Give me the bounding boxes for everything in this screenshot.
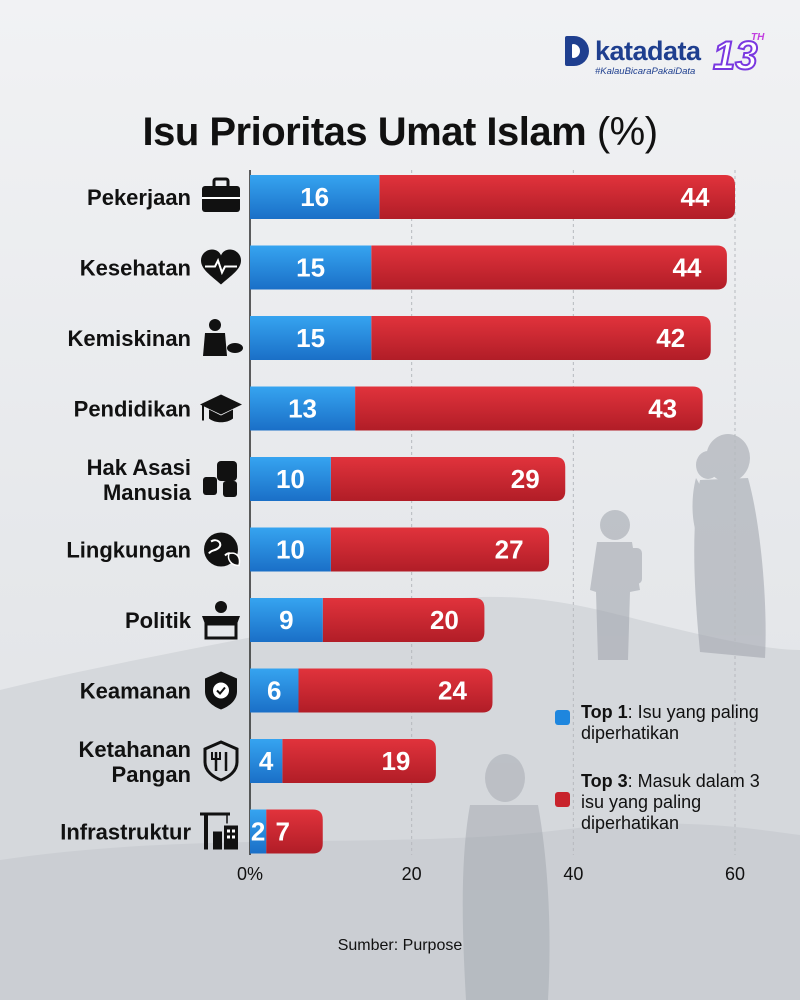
category-label: Pendidikan [74,397,191,422]
bar-top3 [371,245,727,290]
value-label-top1: 15 [296,323,325,353]
legend-text-top1: Top 1: Isu yang paling diperhatikan [581,702,781,744]
silhouette-boy-icon [590,510,642,660]
bar-top3 [282,739,436,783]
value-label-top1: 10 [276,464,305,494]
category-label: Kemiskinan [68,326,192,351]
x-tick-label: 40 [563,864,583,884]
podium-icon [202,601,240,640]
logo-wordmark: katadata [595,36,701,66]
value-label-top3: 7 [276,817,290,847]
value-label-top1: 10 [276,535,305,565]
food-shield-icon [203,740,239,782]
category-label: Infrastruktur [60,820,191,845]
background-hill-front [0,823,800,1000]
category-label: Lingkungan [66,538,191,563]
legend-key-top1: Top 1 [581,702,628,722]
bar-top1 [250,668,299,713]
value-label-top3: 43 [648,394,677,424]
heart-pulse-icon [201,249,241,285]
value-label-top1: 15 [296,253,325,283]
bar-top1 [250,175,380,219]
bar-top3 [298,668,493,713]
value-label-top3: 42 [656,323,685,353]
value-label-top3: 29 [511,464,540,494]
raised-fist-icon [203,461,237,497]
legend-swatch-top1 [555,710,570,725]
value-label-top1: 9 [279,605,293,635]
legend-desc-top1: : Isu yang paling diperhatikan [581,702,759,743]
category-label: Pekerjaan [87,185,191,210]
bar-top3 [266,809,323,854]
category-label: Hak Asasi Manusia [87,455,192,505]
bar-top1 [250,598,323,642]
value-label-top1: 2 [251,817,265,847]
value-label-top3: 19 [381,746,410,776]
x-tick-label: 0% [237,864,263,884]
legend-key-top3: Top 3 [581,771,628,791]
chart-title-text: Isu Prioritas Umat Islam [142,110,587,154]
category-label: Politik [125,608,192,633]
legend-text-top3: Top 3: Masuk dalam 3 isu yang paling dip… [581,771,781,834]
logo-hashtag: #KalauBicaraPakaiData [595,66,696,77]
value-label-top3: 44 [672,253,701,283]
construction-crane-icon [200,812,238,850]
legend-swatch-top3 [555,792,570,807]
bar-top3 [355,386,703,431]
graduation-cap-icon [200,394,242,423]
value-label-top1: 4 [259,746,274,776]
x-tick-label: 20 [402,864,422,884]
value-label-top3: 24 [438,676,467,706]
bar-top1 [250,457,331,501]
source-note: Sumber: Purpose [337,937,463,954]
silhouette-woman-icon [692,434,766,658]
briefcase-icon [202,177,240,212]
value-label-top1: 6 [267,676,281,706]
bar-top3 [322,598,485,642]
silhouette-student-icon [462,754,550,1000]
bar-top1 [250,739,283,783]
bar-top1 [250,316,372,360]
chart-title-unit: (%) [596,110,658,154]
katadata-logo-mark [565,36,589,66]
bar-top1 [250,527,331,572]
poverty-icon [203,319,243,356]
value-label-top3: 44 [681,182,710,212]
bar-top1 [250,809,267,854]
katadata-logo: katadata #KalauBicaraPakaiData 13 TH [565,32,775,84]
bar-top3 [330,527,550,572]
value-label-top3: 20 [430,605,459,635]
value-label-top3: 27 [495,535,524,565]
category-label: Ketahanan Pangan [79,737,191,787]
legend-desc-top3: : Masuk dalam 3 isu yang paling diperhat… [581,771,760,833]
bar-top1 [250,245,372,290]
bar-top3 [379,175,735,219]
globe-leaf-icon [204,532,241,567]
bar-top3 [330,457,566,501]
shield-check-icon [205,671,237,710]
bar-top3 [371,316,711,360]
logo-anniversary-suffix: TH [751,32,765,43]
chart-title: Isu Prioritas Umat Islam (%) [0,110,800,155]
value-label-top1: 13 [288,394,317,424]
logo-anniversary-number: 13 [712,33,758,79]
x-tick-label: 60 [725,864,745,884]
category-label: Kesehatan [80,256,191,281]
value-label-top1: 16 [300,182,329,212]
category-label: Keamanan [80,679,191,704]
bar-top1 [250,386,356,431]
